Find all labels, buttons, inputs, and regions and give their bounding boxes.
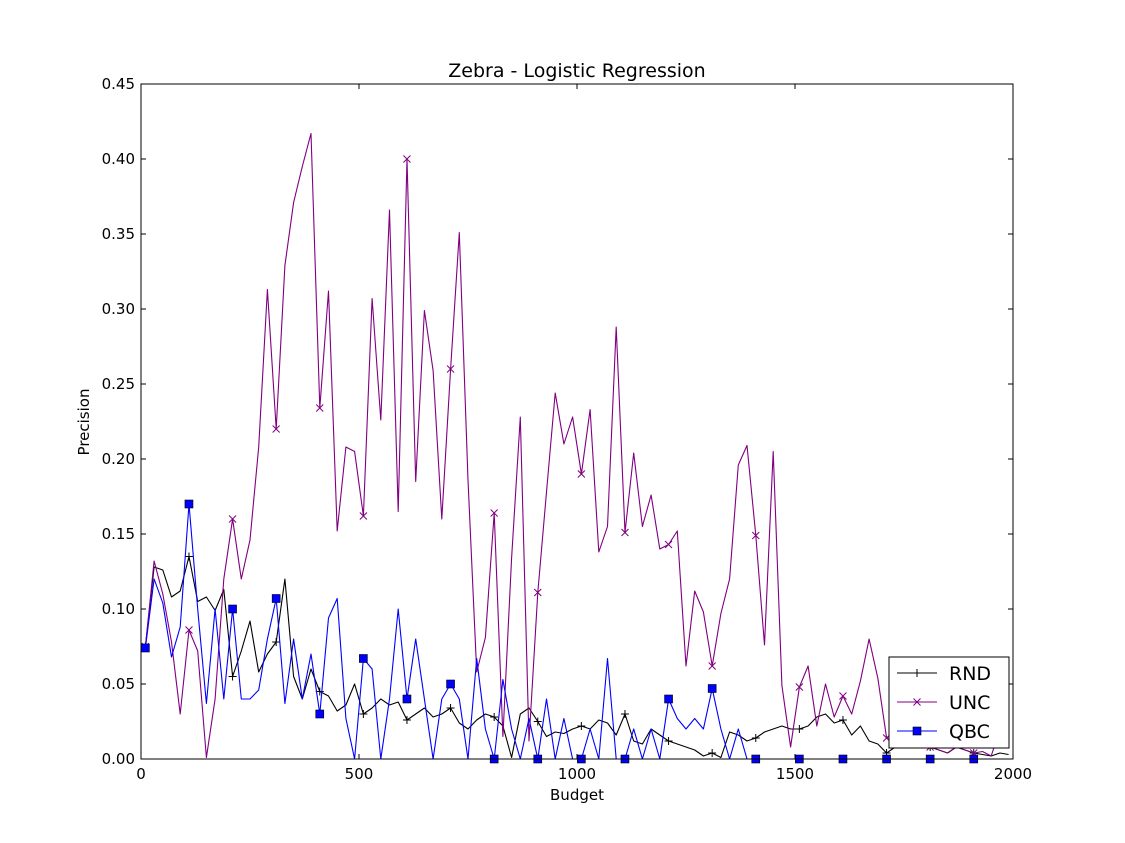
data-point-unc <box>708 662 717 670</box>
x-tick-label: 1500 <box>776 765 814 783</box>
y-tick-label: 0.20 <box>102 450 135 468</box>
data-point-unc <box>795 683 804 691</box>
data-point-qbc <box>184 499 194 509</box>
legend-item-rnd: RND <box>897 663 991 685</box>
x-axis-label: Budget <box>550 786 604 804</box>
data-point-unc <box>577 470 586 478</box>
data-point-unc <box>446 365 455 373</box>
data-point-qbc <box>664 694 673 704</box>
x-tick-label: 1000 <box>558 765 596 783</box>
data-point-rnd <box>577 722 586 730</box>
data-point-unc <box>664 540 673 549</box>
chart-title: Zebra - Logistic Regression <box>448 60 705 82</box>
y-tick-label: 0.00 <box>102 750 135 768</box>
data-point-rnd <box>490 713 499 721</box>
legend: RND UNC QBC <box>888 656 1010 749</box>
data-point-unc <box>621 528 629 537</box>
data-point-unc <box>272 425 281 433</box>
data-point-unc <box>228 515 237 523</box>
y-tick-label: 0.25 <box>102 375 135 393</box>
data-point-rnd <box>359 710 368 718</box>
legend-label-unc: UNC <box>949 692 990 714</box>
data-point-rnd <box>184 552 193 561</box>
data-point-unc <box>533 588 542 597</box>
data-point-rnd <box>315 687 324 696</box>
y-tick-label: 0.30 <box>102 300 135 318</box>
legend-marker-unc <box>913 698 921 706</box>
data-point-unc <box>185 626 193 634</box>
x-tick-label: 500 <box>345 765 374 783</box>
series-line-rnd <box>144 555 1009 759</box>
plot-frame <box>140 83 1014 760</box>
data-point-rnd <box>708 749 717 757</box>
legend-label-rnd: RND <box>949 663 991 685</box>
data-point-qbc <box>707 684 717 693</box>
data-point-unc <box>403 155 411 163</box>
legend-item-unc: UNC <box>897 692 990 714</box>
data-point-unc <box>490 509 499 517</box>
x-tick-label: 0 <box>136 765 146 783</box>
data-point-rnd <box>228 672 237 681</box>
series-line-unc <box>144 132 1009 759</box>
data-point-rnd <box>751 734 760 742</box>
data-point-rnd <box>838 716 847 724</box>
legend-marker-qbc <box>912 726 922 736</box>
data-point-unc <box>839 692 847 700</box>
y-tick-label: 0.45 <box>102 75 135 93</box>
legend-marker-rnd <box>913 669 921 677</box>
data-point-unc <box>359 512 368 520</box>
data-point-rnd <box>795 725 804 733</box>
y-axis-label: Precision <box>75 389 93 456</box>
data-point-rnd <box>272 638 281 646</box>
data-point-rnd <box>402 716 411 724</box>
data-point-unc <box>751 531 760 540</box>
x-tick-label: 2000 <box>994 765 1032 783</box>
y-tick-label: 0.05 <box>102 675 135 693</box>
data-point-qbc <box>315 709 325 719</box>
legend-box <box>888 656 1010 749</box>
data-point-qbc <box>402 694 412 704</box>
legend-item-qbc: QBC <box>897 721 990 743</box>
y-tick-label: 0.40 <box>102 150 135 168</box>
data-point-qbc <box>141 643 150 653</box>
data-point-rnd <box>620 710 629 718</box>
data-point-rnd <box>664 737 673 745</box>
data-point-qbc <box>359 654 368 663</box>
y-tick-label: 0.15 <box>102 525 135 543</box>
y-tick-label: 0.10 <box>102 600 135 618</box>
data-point-qbc <box>228 604 237 614</box>
legend-label-qbc: QBC <box>949 721 990 743</box>
y-tick-label: 0.35 <box>102 225 135 243</box>
data-point-rnd <box>533 717 542 726</box>
data-point-unc <box>315 404 324 412</box>
data-point-rnd <box>446 704 455 712</box>
axis-ticks: 0 500 1000 1500 2000 0.00 0.05 0.10 0.15 0.20 0.25… <box>102 75 1033 783</box>
data-point-qbc <box>271 594 281 603</box>
data-point-qbc <box>446 679 455 689</box>
